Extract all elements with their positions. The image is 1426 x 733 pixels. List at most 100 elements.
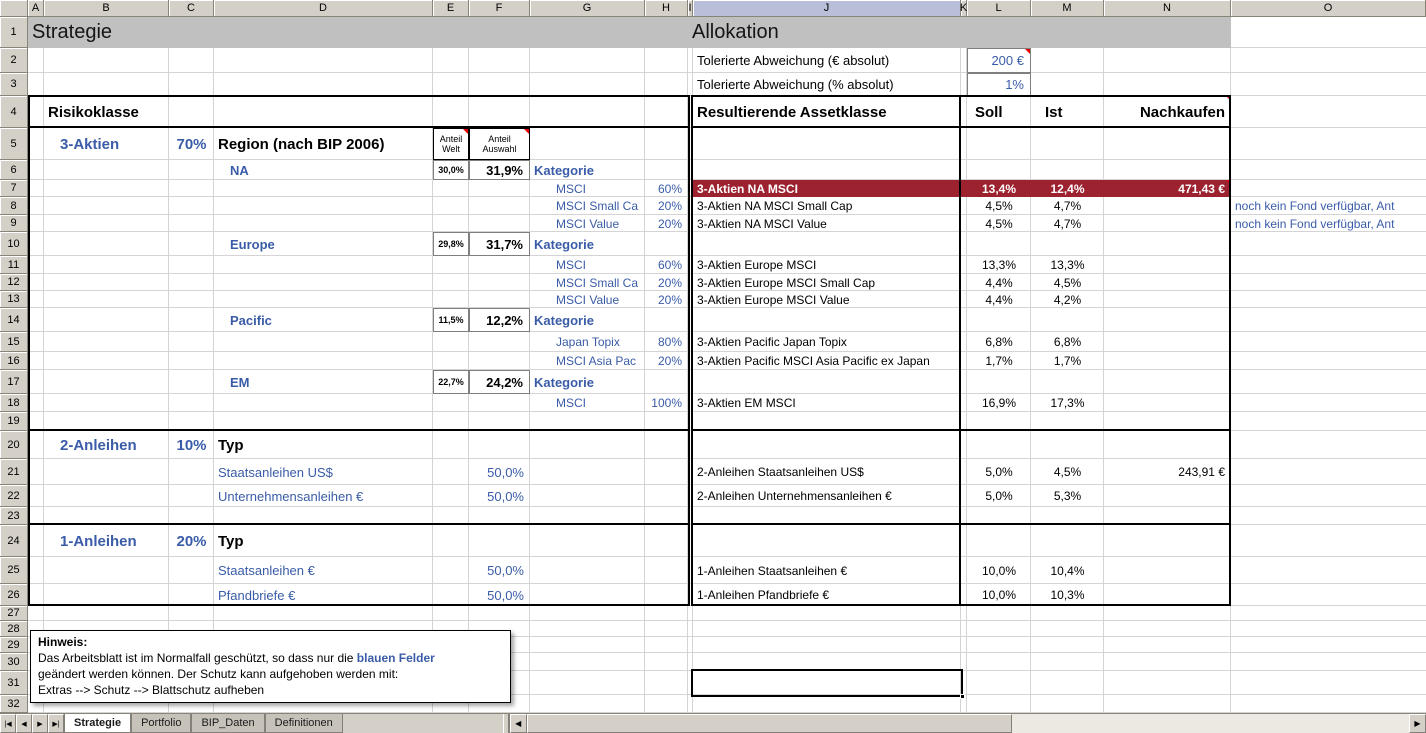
cell-L4[interactable]: Soll <box>975 103 1003 121</box>
cell-M15[interactable]: 6,8% <box>1053 335 1082 349</box>
cell-J8[interactable]: 3-Aktien NA MSCI Small Cap <box>697 199 853 213</box>
row-header-24[interactable]: 24 <box>0 525 28 557</box>
fill-handle[interactable] <box>960 694 965 699</box>
scroll-left-button[interactable]: ◀ <box>509 714 527 733</box>
cell-G12[interactable]: MSCI Small Ca <box>556 275 639 290</box>
last-sheet-button[interactable]: ▶| <box>48 714 64 733</box>
cell-F6[interactable]: 31,9% <box>469 160 530 180</box>
cell-L18[interactable]: 16,9% <box>981 396 1017 410</box>
cell-A1[interactable]: Strategie <box>28 17 688 48</box>
column-header-C[interactable]: C <box>169 0 214 17</box>
cell-F10[interactable]: 31,7% <box>469 232 530 256</box>
cell-D25[interactable]: Staatsanleihen € <box>218 563 315 578</box>
cell-G7[interactable]: MSCI <box>556 181 586 196</box>
cell-M12[interactable]: 4,5% <box>1053 275 1082 290</box>
cell-J16[interactable]: 3-Aktien Pacific MSCI Asia Pacific ex Ja… <box>697 354 930 368</box>
cell-M11[interactable]: 13,3% <box>1050 258 1085 272</box>
row-header-10[interactable]: 10 <box>0 232 28 256</box>
cell-L8[interactable]: 4,5% <box>985 199 1013 213</box>
row-header-2[interactable]: 2 <box>0 48 28 73</box>
cell-L15[interactable]: 6,8% <box>985 335 1013 349</box>
tab-split-handle[interactable] <box>502 714 510 733</box>
cell-G16[interactable]: MSCI Asia Pac <box>556 354 637 368</box>
cell-D5[interactable]: Region (nach BIP 2006) <box>218 135 385 153</box>
column-header-H[interactable]: H <box>645 0 688 17</box>
cell-L2[interactable]: 200 € <box>967 48 1031 73</box>
column-header-J[interactable]: J <box>693 0 961 17</box>
column-header-D[interactable]: D <box>214 0 433 17</box>
cell-L7[interactable]: 13,4% <box>981 181 1017 196</box>
cell-E17[interactable]: 22,7% <box>433 370 469 394</box>
row-header-26[interactable]: 26 <box>0 584 28 606</box>
cell-E5[interactable]: Anteil Welt <box>433 128 469 160</box>
prev-sheet-button[interactable]: ◀ <box>16 714 32 733</box>
row-header-14[interactable]: 14 <box>0 308 28 332</box>
cell-G10[interactable]: Kategorie <box>534 236 594 252</box>
cell-J9[interactable]: 3-Aktien NA MSCI Value <box>697 216 827 231</box>
cell-M22[interactable]: 5,3% <box>1053 489 1082 503</box>
row-header-21[interactable]: 21 <box>0 459 28 485</box>
cell-J12[interactable]: 3-Aktien Europe MSCI Small Cap <box>697 275 876 290</box>
tab-portfolio[interactable]: Portfolio <box>131 714 192 733</box>
cell-M25[interactable]: 10,4% <box>1050 563 1085 578</box>
cell-G14[interactable]: Kategorie <box>534 312 594 328</box>
cell-L11[interactable]: 13,3% <box>981 258 1017 272</box>
cell-G11[interactable]: MSCI <box>556 258 586 272</box>
cell-H9[interactable]: 20% <box>657 216 682 231</box>
cell-F25[interactable]: 50,0% <box>487 563 524 578</box>
cell-J25[interactable]: 1-Anleihen Staatsanleihen € <box>697 563 848 578</box>
cell-C24[interactable]: 20% <box>176 532 207 550</box>
cell-M13[interactable]: 4,2% <box>1053 292 1082 307</box>
row-header-29[interactable]: 29 <box>0 637 28 653</box>
cell-L3[interactable]: 1% <box>967 73 1031 96</box>
cell-E14[interactable]: 11,5% <box>433 308 469 332</box>
cell-H18[interactable]: 100% <box>651 396 682 410</box>
column-header-L[interactable]: L <box>967 0 1031 17</box>
cell-J7[interactable]: 3-Aktien NA MSCI <box>697 181 798 196</box>
row-header-7[interactable]: 7 <box>0 180 28 197</box>
column-header-E[interactable]: E <box>433 0 469 17</box>
row-header-28[interactable]: 28 <box>0 621 28 637</box>
row-header-1[interactable]: 1 <box>0 17 28 48</box>
cell-B20[interactable]: 2-Anleihen <box>60 436 137 454</box>
cell-F21[interactable]: 50,0% <box>487 464 524 480</box>
cell-N4[interactable]: Nachkaufen <box>1104 96 1231 128</box>
cell-L13[interactable]: 4,4% <box>985 292 1013 307</box>
row-header-32[interactable]: 32 <box>0 695 28 713</box>
cell-O8[interactable]: noch kein Fond verfügbar, Ant <box>1235 199 1395 213</box>
column-header-B[interactable]: B <box>44 0 169 17</box>
row-header-15[interactable]: 15 <box>0 332 28 352</box>
cell-J4[interactable]: Resultierende Assetklasse <box>697 103 887 121</box>
cell-H12[interactable]: 20% <box>657 275 682 290</box>
cell-J22[interactable]: 2-Anleihen Unternehmensanleihen € <box>697 489 892 503</box>
row-header-12[interactable]: 12 <box>0 274 28 291</box>
column-header-M[interactable]: M <box>1031 0 1104 17</box>
cell-M4[interactable]: Ist <box>1045 103 1063 121</box>
cell-N7[interactable]: 471,43 € <box>1104 180 1231 197</box>
row-header-31[interactable]: 31 <box>0 671 28 695</box>
row-header-22[interactable]: 22 <box>0 485 28 507</box>
row-header-4[interactable]: 4 <box>0 96 28 128</box>
first-sheet-button[interactable]: |◀ <box>0 714 16 733</box>
cell-D24[interactable]: Typ <box>218 532 244 550</box>
cell-J26[interactable]: 1-Anleihen Pfandbriefe € <box>697 588 830 602</box>
column-header-O[interactable]: O <box>1231 0 1426 17</box>
row-header-5[interactable]: 5 <box>0 128 28 160</box>
active-cell-J31[interactable] <box>691 669 965 699</box>
column-header-K[interactable]: K <box>960 0 967 17</box>
cell-D14[interactable]: Pacific <box>230 312 272 328</box>
scroll-right-button[interactable]: ▶ <box>1409 714 1426 733</box>
cell-L21[interactable]: 5,0% <box>985 465 1013 479</box>
tab-strategie[interactable]: Strategie <box>64 714 132 733</box>
row-header-19[interactable]: 19 <box>0 412 28 431</box>
cell-M8[interactable]: 4,7% <box>1053 199 1082 213</box>
cell-M7[interactable]: 12,4% <box>1050 181 1085 196</box>
cell-H8[interactable]: 20% <box>657 199 682 213</box>
cell-J3[interactable]: Tolerierte Abweichung (% absolut) <box>697 77 894 92</box>
cell-D26[interactable]: Pfandbriefe € <box>218 587 296 603</box>
cell-F17[interactable]: 24,2% <box>469 370 530 394</box>
row-header-3[interactable]: 3 <box>0 73 28 96</box>
cell-H16[interactable]: 20% <box>657 354 682 368</box>
column-header-G[interactable]: G <box>530 0 645 17</box>
row-header-13[interactable]: 13 <box>0 291 28 308</box>
